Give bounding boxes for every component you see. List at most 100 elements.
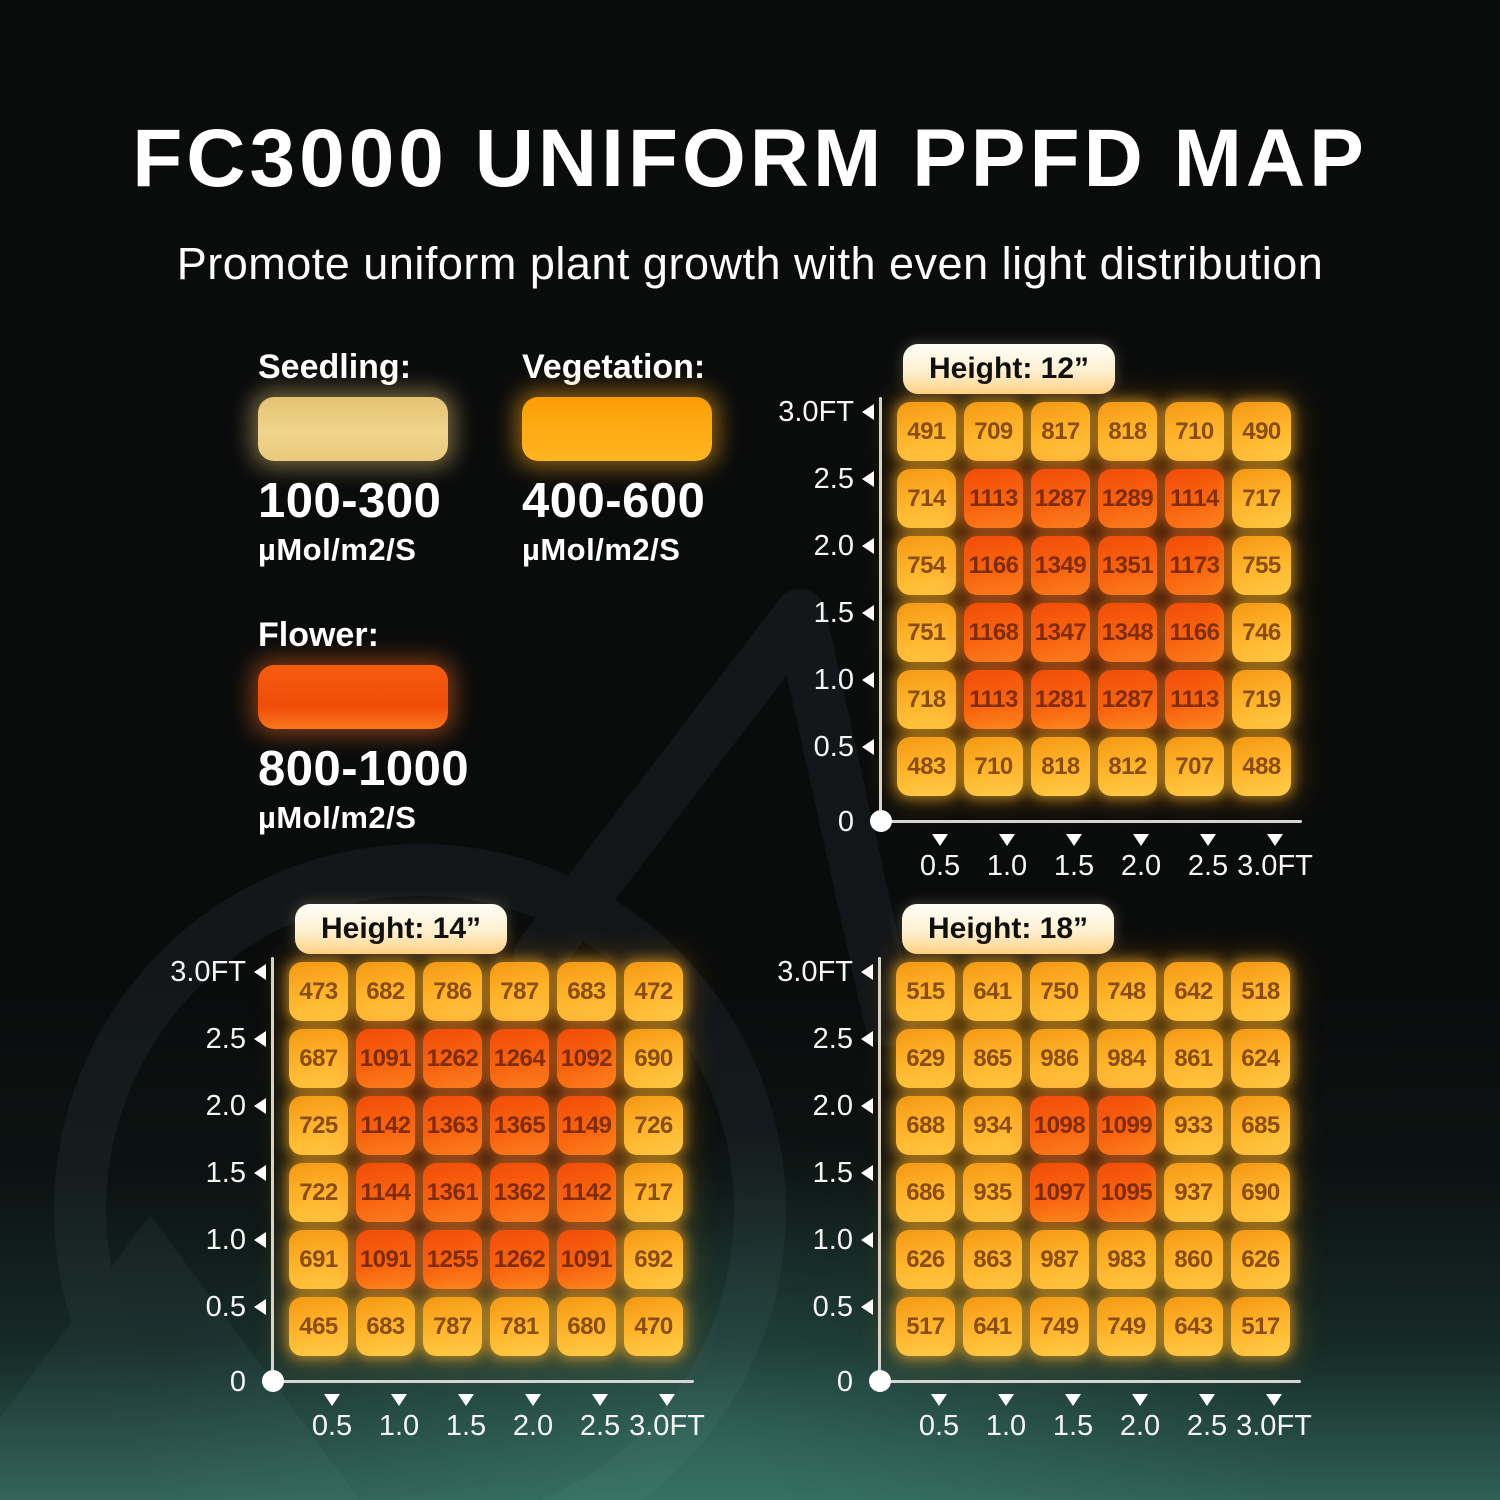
y-tick-arrow-icon xyxy=(861,1031,873,1047)
x-tick-arrow-icon xyxy=(931,1394,947,1406)
ppfd-cell: 1173 xyxy=(1165,536,1224,595)
x-tick-arrow-icon xyxy=(1200,834,1216,846)
legend-label: Flower: xyxy=(258,616,379,654)
ppfd-cell: 473 xyxy=(289,962,348,1021)
x-axis xyxy=(273,1380,694,1383)
ppfd-cell: 1113 xyxy=(964,469,1023,528)
ppfd-cell: 749 xyxy=(1030,1297,1089,1356)
y-tick-label: 2.0 xyxy=(205,1090,246,1122)
y-tick-label: 0.5 xyxy=(812,1291,853,1323)
y-tick-arrow-icon xyxy=(254,1098,266,1114)
ppfd-cell: 1349 xyxy=(1031,536,1090,595)
origin-dot xyxy=(870,810,892,832)
ppfd-cell: 1142 xyxy=(356,1096,415,1155)
ppfd-cell: 1264 xyxy=(490,1029,549,1088)
x-tick-arrow-icon xyxy=(391,1394,407,1406)
ppfd-cell: 1091 xyxy=(356,1230,415,1289)
ppfd-cell: 518 xyxy=(1231,962,1290,1021)
y-tick-label: 2.0 xyxy=(812,1090,853,1122)
ppfd-cell: 1166 xyxy=(1165,603,1224,662)
ppfd-cell: 680 xyxy=(557,1297,616,1356)
x-tick-arrow-icon xyxy=(1199,1394,1215,1406)
ppfd-cell: 1351 xyxy=(1098,536,1157,595)
y-tick-label: 1.5 xyxy=(813,597,854,629)
ppfd-cell: 817 xyxy=(1031,402,1090,461)
ppfd-cell: 1113 xyxy=(964,670,1023,729)
legend-range: 100-300 xyxy=(258,474,442,528)
ppfd-cell: 1091 xyxy=(356,1029,415,1088)
ppfd-cell: 682 xyxy=(356,962,415,1021)
origin-dot xyxy=(869,1370,891,1392)
y-tick-arrow-icon xyxy=(862,404,874,420)
y-tick-label: 0.5 xyxy=(205,1291,246,1323)
y-tick-arrow-icon xyxy=(861,1232,873,1248)
y-tick-arrow-icon xyxy=(254,1299,266,1315)
y-tick-label: 2.5 xyxy=(205,1023,246,1055)
ppfd-cell: 709 xyxy=(964,402,1023,461)
legend-unit: µMol/m2/S xyxy=(522,532,681,567)
y-tick-label: 3.0FT xyxy=(777,956,853,988)
y-tick-label: 3.0FT xyxy=(778,396,854,428)
x-tick-arrow-icon xyxy=(1132,1394,1148,1406)
y-tick-label: 3.0FT xyxy=(170,956,246,988)
ppfd-cell: 861 xyxy=(1164,1029,1223,1088)
ppfd-cell: 754 xyxy=(897,536,956,595)
y-tick-arrow-icon xyxy=(862,739,874,755)
legend-label: Vegetation: xyxy=(522,348,706,386)
x-tick-arrow-icon xyxy=(932,834,948,846)
x-tick-arrow-icon xyxy=(1267,834,1283,846)
y-axis xyxy=(878,957,881,1383)
ppfd-cell: 710 xyxy=(964,737,1023,796)
y-tick-label: 2.0 xyxy=(813,530,854,562)
ppfd-cell: 865 xyxy=(963,1029,1022,1088)
y-tick-arrow-icon xyxy=(861,1299,873,1315)
ppfd-cell: 725 xyxy=(289,1096,348,1155)
height-badge: Height: 12” xyxy=(903,344,1116,394)
ppfd-cell: 685 xyxy=(1231,1096,1290,1155)
x-tick-label: 3.0FT xyxy=(629,1410,705,1442)
ppfd-cell: 1149 xyxy=(557,1096,616,1155)
x-tick-arrow-icon xyxy=(458,1394,474,1406)
legend-label: Seedling: xyxy=(258,348,412,386)
y-tick-label: 1.0 xyxy=(205,1224,246,1256)
ppfd-cell: 683 xyxy=(557,962,616,1021)
ppfd-chart-height-14in: Height: 14” 0 3.0FT 2.5 2.0 1.5 1.0 0.5 0.5 1.0 1… xyxy=(113,902,773,1467)
ppfd-cell: 751 xyxy=(897,603,956,662)
x-tick-label: 2.5 xyxy=(579,1410,621,1442)
legend-item-flower: Flower: 800-1000 µMol/m2/S xyxy=(258,616,469,836)
ppfd-cell: 1097 xyxy=(1030,1163,1089,1222)
y-tick-label: 1.0 xyxy=(813,664,854,696)
x-tick-label: 2.0 xyxy=(512,1410,554,1442)
legend-range: 800-1000 xyxy=(258,742,470,796)
legend-item-seedling: Seedling: 100-300 µMol/m2/S xyxy=(258,348,448,568)
x-tick-label: 0.5 xyxy=(919,850,961,882)
height-badge: Height: 18” xyxy=(902,904,1115,954)
x-tick-label: 1.5 xyxy=(1052,1410,1094,1442)
ppfd-cell: 818 xyxy=(1031,737,1090,796)
ppfd-cell: 626 xyxy=(896,1230,955,1289)
origin-label: 0 xyxy=(837,806,854,838)
ppfd-cell: 781 xyxy=(490,1297,549,1356)
ppfd-cell: 491 xyxy=(897,402,956,461)
y-tick-label: 0.5 xyxy=(813,731,854,763)
y-tick-arrow-icon xyxy=(254,964,266,980)
x-axis xyxy=(880,1380,1301,1383)
ppfd-cell: 786 xyxy=(423,962,482,1021)
y-tick-label: 1.5 xyxy=(205,1157,246,1189)
height-badge: Height: 14” xyxy=(295,904,508,954)
legend-unit: µMol/m2/S xyxy=(258,800,417,835)
y-tick-arrow-icon xyxy=(861,964,873,980)
x-tick-arrow-icon xyxy=(1133,834,1149,846)
ppfd-cell: 517 xyxy=(896,1297,955,1356)
ppfd-cell: 1092 xyxy=(557,1029,616,1088)
y-tick-arrow-icon xyxy=(862,471,874,487)
ppfd-cell: 722 xyxy=(289,1163,348,1222)
ppfd-cell: 1166 xyxy=(964,536,1023,595)
ppfd-cell: 688 xyxy=(896,1096,955,1155)
ppfd-cell: 710 xyxy=(1165,402,1224,461)
ppfd-cell: 748 xyxy=(1097,962,1156,1021)
ppfd-cell: 718 xyxy=(897,670,956,729)
ppfd-cell: 818 xyxy=(1098,402,1157,461)
ppfd-cell: 1262 xyxy=(490,1230,549,1289)
ppfd-cell: 642 xyxy=(1164,962,1223,1021)
